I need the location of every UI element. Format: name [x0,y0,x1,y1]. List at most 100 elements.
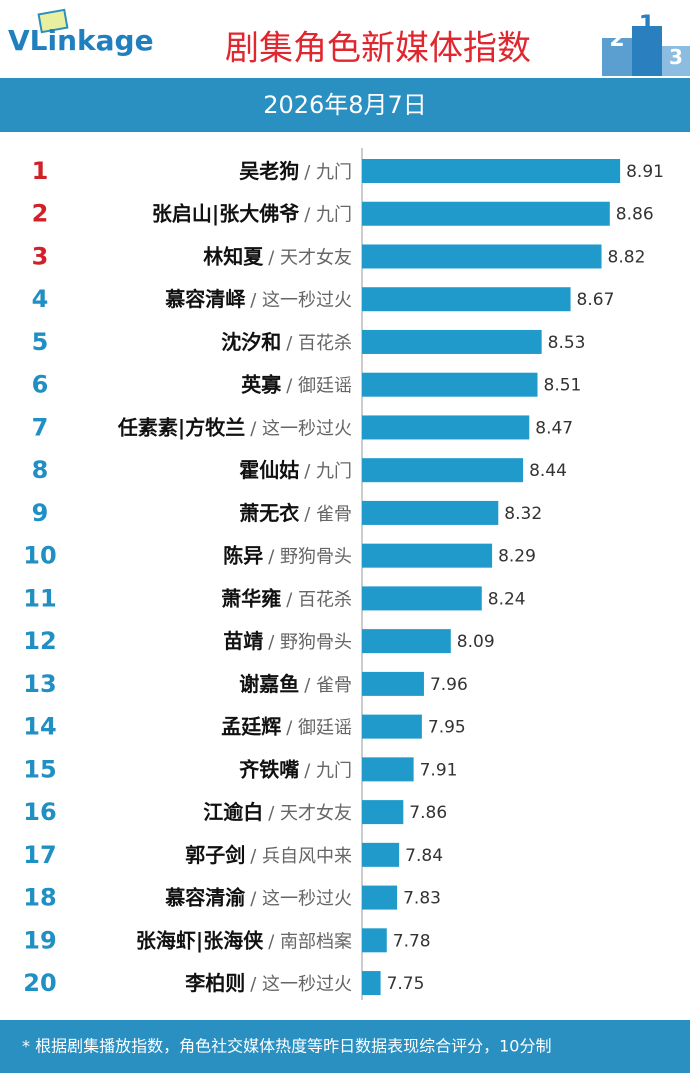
value-label: 8.51 [544,376,582,396]
podium-label: 1 [639,10,656,38]
bar [362,800,404,825]
value-label: 8.44 [529,461,567,481]
drama-name: / 野狗骨头 [268,547,352,568]
rank: 15 [23,755,56,783]
rank: 12 [23,627,56,655]
row-label: 李柏则 / 这一秒过火 [184,971,352,995]
row-label: 陈异 / 野狗骨头 [223,544,352,568]
rank: 8 [32,456,49,484]
value-label: 7.96 [430,675,468,695]
drama-name: / 百花杀 [286,589,352,610]
rank: 6 [32,371,49,399]
character-name: 江逾白 [203,800,263,824]
rank: 7 [32,413,49,441]
rank: 20 [23,969,56,997]
drama-name: / 这一秒过火 [250,889,352,910]
row-label: 任素素|方牧兰 / 这一秒过火 [117,415,352,439]
value-label: 8.86 [616,205,654,225]
character-name: 萧无衣 [239,501,299,525]
rank: 1 [32,157,49,185]
podium-label: 3 [669,45,683,69]
value-label: 8.09 [457,632,495,652]
value-label: 7.78 [393,931,431,951]
value-label: 7.95 [428,718,466,738]
bar [362,714,422,739]
character-name: 吴老狗 [239,159,299,183]
drama-name: / 御廷谣 [286,376,352,397]
value-label: 8.24 [488,589,526,609]
row-label: 孟廷辉 / 御廷谣 [221,715,352,739]
drama-name: / 九门 [304,760,352,781]
value-label: 8.53 [548,333,586,353]
bar [362,201,610,226]
row-label: 萧无衣 / 雀骨 [239,501,352,525]
row-label: 齐铁嘴 / 九门 [239,757,352,781]
row-label: 沈汐和 / 百花杀 [221,330,352,354]
rank: 18 [23,884,56,912]
rank: 19 [23,926,56,954]
character-name: 苗靖 [223,629,263,653]
character-name: 萧华雍 [221,586,281,610]
bar [362,372,538,397]
rank: 5 [32,328,49,356]
drama-name: / 这一秒过火 [250,418,352,439]
drama-name: / 雀骨 [304,675,352,696]
drama-name: / 这一秒过火 [250,290,352,311]
character-name: 谢嘉鱼 [239,672,299,696]
logo: VLinkage [8,24,154,57]
row-label: 林知夏 / 天才女友 [203,244,352,268]
bar [362,543,493,568]
drama-name: / 雀骨 [304,504,352,525]
row-label: 郭子剑 / 兵自风中来 [185,843,352,867]
character-name: 沈汐和 [221,330,281,354]
logo-icon [37,8,69,34]
bar [362,928,387,953]
drama-name: / 天才女友 [268,247,352,268]
drama-name: / 南部档案 [268,931,352,952]
character-name: 霍仙姑 [239,458,299,482]
drama-name: / 兵自风中来 [250,846,352,867]
podium-label: 2 [609,27,624,52]
rank: 4 [32,285,49,313]
value-label: 7.84 [405,846,443,866]
row-label: 苗靖 / 野狗骨头 [223,629,352,653]
bar [362,500,499,525]
bar [362,159,621,183]
row-label: 慕容清峄 / 这一秒过火 [165,287,352,311]
footer-band [0,1020,690,1073]
rank: 2 [32,200,49,228]
row-label: 霍仙姑 / 九门 [239,458,352,482]
bar [362,971,381,996]
row-label: 张启山|张大佛爷 / 九门 [152,202,352,226]
character-name: 英寡 [241,373,282,397]
character-name: 张启山|张大佛爷 [152,202,300,226]
value-label: 8.47 [535,418,573,438]
bar [362,885,398,910]
drama-name: / 九门 [304,205,352,226]
character-name: 慕容清峄 [165,287,246,311]
rank: 10 [23,542,56,570]
drama-name: / 百花杀 [286,333,352,354]
character-name: 陈异 [223,544,263,568]
bar [362,842,400,867]
bar [362,671,424,696]
bar [362,329,542,354]
bar [362,415,530,440]
row-label: 张海虾|张海侠 / 南部档案 [136,928,352,952]
row-label: 萧华雍 / 百花杀 [221,586,352,610]
drama-name: / 九门 [304,162,352,183]
value-label: 7.91 [420,760,458,780]
value-label: 7.75 [387,974,425,994]
row-label: 英寡 / 御廷谣 [241,373,352,397]
row-label: 江逾白 / 天才女友 [203,800,352,824]
bar [362,586,482,611]
bar [362,629,451,654]
drama-name: / 九门 [304,461,352,482]
value-label: 8.29 [498,547,536,567]
podium-icon [602,26,690,76]
rank: 16 [23,798,56,826]
character-name: 慕容清渝 [165,886,246,910]
bar [362,287,571,312]
value-label: 8.82 [608,247,646,267]
